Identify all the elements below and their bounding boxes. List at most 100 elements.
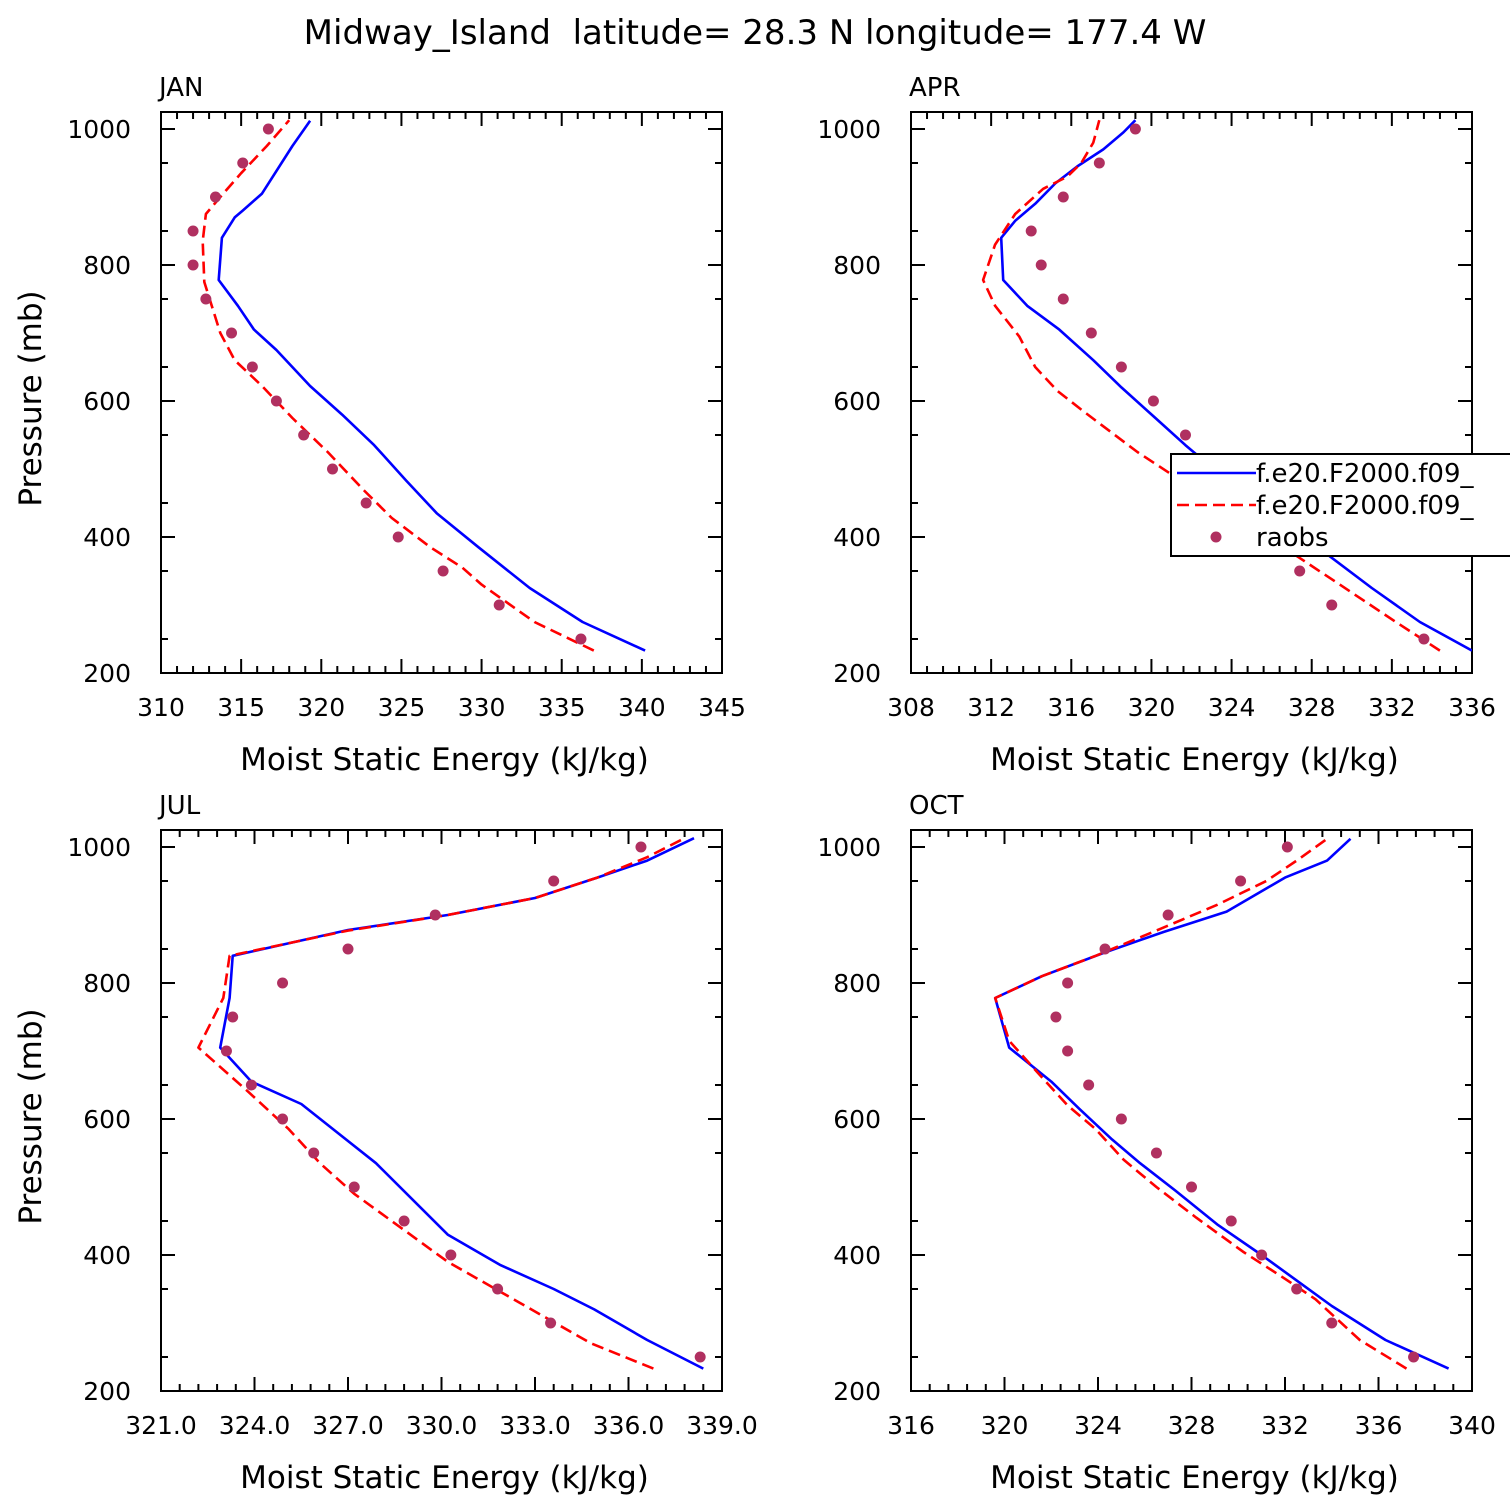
raobs-point [1150,1147,1162,1159]
raobs-point [342,943,354,955]
x-tick-label: 321.0 [125,1411,197,1440]
raobs-point [1147,395,1159,407]
legend-label: f.e20.F2000.f09_ [1256,459,1474,489]
y-tick-label: 600 [833,1105,881,1134]
raobs-point [1179,429,1191,441]
raobs-point [1291,1283,1303,1295]
raobs-point [277,977,289,989]
raobs-point [548,875,560,887]
raobs-point [200,293,212,305]
y-tick-label: 400 [833,1241,881,1270]
raobs-point [1418,633,1430,645]
raobs-point [1162,909,1174,921]
x-tick-label: 324 [1208,693,1256,722]
panel-label: JAN [157,73,203,103]
raobs-point [575,633,587,645]
raobs-point [1062,977,1074,989]
y-tick-label: 1000 [67,115,131,144]
x-tick-label: 312 [967,693,1015,722]
raobs-point [445,1249,457,1261]
x-tick-label: 316 [1047,693,1095,722]
panel-label: APR [909,73,961,103]
x-tick-label: 332 [1368,693,1416,722]
legend-box [1170,453,1510,557]
x-axis-label: Moist Static Energy (kJ/kg) [240,1460,649,1496]
model1-series-line [217,120,646,652]
raobs-point [1085,327,1097,339]
raobs-point [1050,1011,1062,1023]
raobs-point [1326,599,1338,611]
x-tick-label: 336.0 [593,1411,665,1440]
model2-series-line [197,837,686,1370]
y-tick-label: 400 [83,1241,131,1270]
legend-marker-raobs [1210,531,1222,543]
panel-label: OCT [909,791,964,821]
raobs-point [348,1181,360,1193]
x-tick-label: 320 [297,693,345,722]
x-tick-label: 315 [217,693,265,722]
legend-label: raobs [1256,523,1329,553]
panel-oct: OCT 316 320 324 328 332 336 340 200 400 600 800 1000… [817,791,1495,1496]
raobs-point [277,1113,289,1125]
raobs-point [246,361,258,373]
raobs-point [187,225,199,237]
raobs-point [1281,841,1293,853]
raobs-point [1186,1181,1197,1193]
series-group [981,119,1472,652]
raobs-point [298,429,310,441]
x-tick-label: 320 [1128,693,1176,722]
y-tick-label: 200 [83,659,131,688]
y-tick-label: 400 [833,523,881,552]
y-tick-label: 400 [83,523,131,552]
legend: f.e20.F2000.f09_f.e20.F2000.f09_raobs [1170,453,1510,557]
panel-jul: JUL 321.0 324.0 327.0 330.0 333.0 336.0 339.0 20… [13,791,758,1496]
series-group [187,119,646,652]
panel-apr: APR 308 312 316 320 324 328 332 336 200 400 600 800 1… [817,73,1495,778]
raobs-point [1408,1351,1420,1363]
x-tick-label: 324 [1074,1411,1122,1440]
raobs-point [437,565,449,577]
y-axis-label: Pressure (mb) [13,290,49,506]
raobs-point [220,1045,232,1057]
raobs-point [360,497,372,509]
raobs-point [227,1011,239,1023]
plot-frame [910,829,1473,1392]
raobs-point [1294,565,1306,577]
x-tick-label: 325 [378,693,426,722]
x-tick-label: 332 [1261,1411,1309,1440]
x-tick-label: 328 [1168,1411,1216,1440]
raobs-point [308,1147,320,1159]
x-tick-label: 324.0 [219,1411,291,1440]
raobs-point [635,841,647,853]
raobs-point [1057,293,1069,305]
x-tick-label: 327.0 [312,1411,384,1440]
raobs-point [1235,875,1247,887]
y-tick-label: 200 [833,659,881,688]
x-tick-label: 320 [981,1411,1029,1440]
raobs-point [545,1317,557,1329]
model2-series-line [993,837,1408,1370]
raobs-point [327,463,339,475]
raobs-point [262,123,274,135]
model1-series-line [218,837,704,1370]
raobs-point [1225,1215,1237,1227]
raobs-point [1083,1079,1095,1091]
raobs-point [392,531,404,543]
raobs-point [1057,191,1069,203]
x-tick-label: 308 [887,693,935,722]
x-tick-label: 339.0 [686,1411,758,1440]
legend-label: f.e20.F2000.f09_ [1256,491,1474,521]
x-tick-label: 345 [698,693,746,722]
y-axis-label: Pressure (mb) [13,1008,49,1224]
y-tick-label: 600 [83,387,131,416]
raobs-point [237,157,249,169]
plot-frame [160,111,723,674]
raobs-point [1062,1045,1074,1057]
raobs-point [1025,225,1037,237]
x-tick-label: 328 [1288,693,1336,722]
y-tick-label: 1000 [817,115,881,144]
y-tick-label: 800 [833,969,881,998]
x-tick-label: 330 [458,693,506,722]
x-tick-label: 340 [618,693,666,722]
model2-series-line [981,119,1441,652]
